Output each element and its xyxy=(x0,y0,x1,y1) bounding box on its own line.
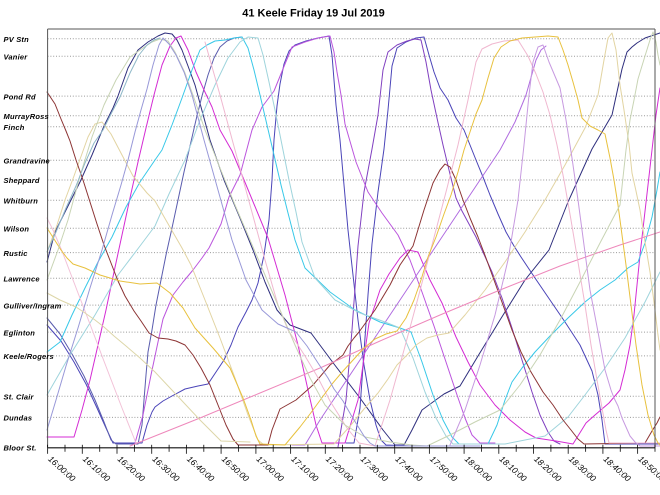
svg-text:Keele/Rogers: Keele/Rogers xyxy=(4,352,54,361)
svg-text:PV Stn: PV Stn xyxy=(4,35,30,44)
svg-text:Pond Rd: Pond Rd xyxy=(4,92,36,101)
svg-text:MurrayRoss: MurrayRoss xyxy=(4,112,49,121)
svg-text:41 Keele Friday 19 Jul 2019: 41 Keele Friday 19 Jul 2019 xyxy=(242,8,384,20)
svg-text:St. Clair: St. Clair xyxy=(4,393,35,402)
svg-text:Lawrence: Lawrence xyxy=(4,274,40,283)
svg-text:Wilson: Wilson xyxy=(4,224,30,233)
svg-text:Eglinton: Eglinton xyxy=(4,328,36,337)
svg-text:Rustic: Rustic xyxy=(4,249,29,258)
svg-text:Gulliver/Ingram: Gulliver/Ingram xyxy=(4,301,62,310)
svg-text:Dundas: Dundas xyxy=(4,414,33,423)
svg-text:Bloor St.: Bloor St. xyxy=(4,444,37,453)
svg-text:Sheppard: Sheppard xyxy=(4,176,40,185)
svg-text:Vanier: Vanier xyxy=(4,52,29,61)
svg-text:Whitburn: Whitburn xyxy=(4,196,39,205)
svg-text:Finch: Finch xyxy=(4,123,25,132)
svg-text:Grandravine: Grandravine xyxy=(4,157,50,166)
